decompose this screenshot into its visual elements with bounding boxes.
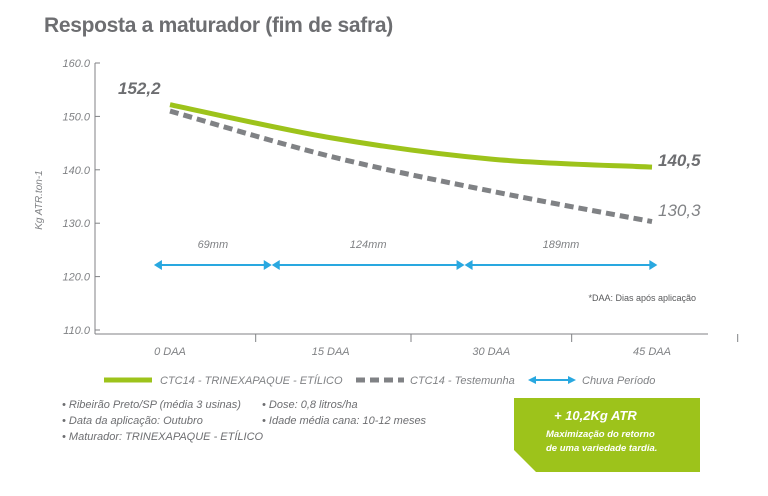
footnote: *DAA: Dias após aplicação [588, 293, 696, 303]
x-tick-label: 0 DAA [154, 346, 186, 358]
note-maturator: • Maturador: TRINEXAPAQUE - ETÍLICO [62, 431, 264, 443]
callout-shape [514, 398, 700, 472]
legend-label-trinexapaque: CTC14 - TRINEXAPAQUE - ETÍLICO [160, 374, 343, 387]
y-axis-label: Kg ATR.ton-1 [34, 170, 45, 229]
x-tick-label: 15 DAA [312, 346, 350, 358]
series-trinexapaque-line [169, 102, 653, 170]
x-tick-label: 45 DAA [633, 346, 671, 358]
y-tick-label: 150.0 [62, 111, 90, 123]
note-location: • Ribeirão Preto/SP (média 3 usinas) [62, 399, 241, 411]
x-tick-label: 30 DAA [472, 346, 510, 358]
rain-arrow-head-left [464, 260, 473, 270]
rain-period-label: 69mm [198, 239, 229, 251]
y-tick-label: 160.0 [62, 58, 90, 70]
y-tick-label: 130.0 [62, 218, 90, 230]
end-value-label-trinexapaque: 140,5 [658, 151, 701, 170]
end-value-label-testemunha: 130,3 [658, 201, 701, 220]
y-tick-label: 120.0 [62, 272, 90, 284]
y-tick-label: 140.0 [62, 165, 90, 177]
legend-swatch-rain-head-left [528, 376, 536, 384]
notes-right: • Dose: 0,8 litros/ha • Idade média cana… [262, 397, 426, 429]
start-value-label: 152,2 [118, 79, 161, 98]
callout-line-1: Maximização do retorno [546, 429, 655, 440]
callout-box: + 10,2Kg ATR Maximização do retorno de u… [514, 398, 700, 472]
callout-body: Maximização do retorno de uma variedade … [546, 428, 657, 456]
rain-arrow-head-right [263, 260, 272, 270]
callout-headline: + 10,2Kg ATR [554, 408, 637, 423]
callout-line-2: de uma variedade tardia. [546, 443, 658, 454]
note-dose: • Dose: 0,8 litros/ha [262, 399, 358, 411]
rain-arrow-head-left [153, 260, 162, 270]
note-cane-age: • Idade média cana: 10-12 meses [262, 415, 427, 427]
legend-label-rain: Chuva Período [582, 375, 655, 387]
page-title: Resposta a maturador (fim de safra) [44, 14, 393, 37]
rain-arrow-head-right [456, 260, 465, 270]
series-testemunha-line [169, 108, 653, 225]
notes-left: • Ribeirão Preto/SP (média 3 usinas) • D… [62, 397, 263, 445]
rain-period-label: 124mm [350, 239, 387, 251]
legend-swatch-rain-head-right [568, 376, 576, 384]
rain-arrow-head-right [649, 260, 658, 270]
rain-arrow-head-left [271, 260, 280, 270]
note-application-date: • Data da aplicação: Outubro [62, 415, 203, 427]
rain-period-label: 189mm [543, 239, 580, 251]
legend-label-testemunha: CTC14 - Testemunha [410, 375, 515, 387]
y-tick-label: 110.0 [63, 325, 91, 337]
